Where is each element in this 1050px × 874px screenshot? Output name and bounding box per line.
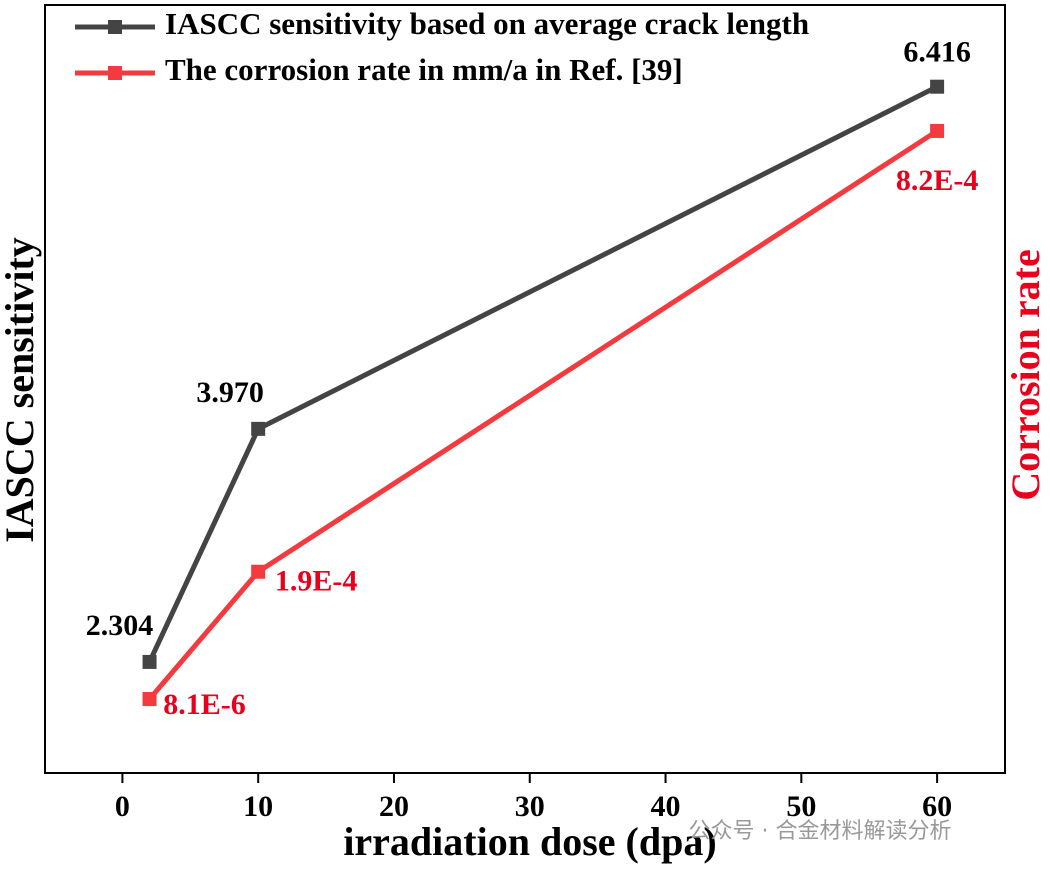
x-tick-label: 0 (115, 790, 130, 823)
data-label: 8.2E-4 (896, 164, 979, 197)
x-tick-label: 40 (651, 790, 681, 823)
x-tick-label: 10 (243, 790, 273, 823)
legend-marker (108, 20, 122, 34)
y2-axis-label: Corrosion rate (1003, 249, 1048, 500)
x-tick-label: 20 (379, 790, 409, 823)
marker (142, 654, 157, 669)
x-tick-label: 50 (786, 790, 816, 823)
legend-label: IASCC sensitivity based on average crack… (165, 6, 809, 41)
data-label: 3.970 (196, 376, 264, 409)
legend-marker (108, 66, 122, 80)
y-axis-label: IASCC sensitivity (0, 237, 42, 543)
data-label: 6.416 (903, 36, 971, 69)
x-tick-label: 30 (515, 790, 545, 823)
data-label: 1.9E-4 (275, 565, 358, 598)
marker (251, 564, 266, 579)
marker (930, 123, 945, 138)
marker (930, 79, 945, 94)
series-line (147, 84, 939, 663)
watermark: 公众号 · 合金材料解读分析 (689, 819, 952, 844)
x-axis-label: irradiation dose (dpa) (343, 819, 716, 864)
legend-label: The corrosion rate in mm/a in Ref. [39] (165, 52, 683, 87)
data-label: 2.304 (86, 609, 154, 642)
series-line (147, 128, 939, 701)
plot-frame (44, 4, 1006, 774)
x-tick-label: 60 (922, 790, 952, 823)
marker (142, 692, 157, 707)
marker (251, 421, 266, 436)
data-label: 8.1E-6 (163, 688, 246, 721)
